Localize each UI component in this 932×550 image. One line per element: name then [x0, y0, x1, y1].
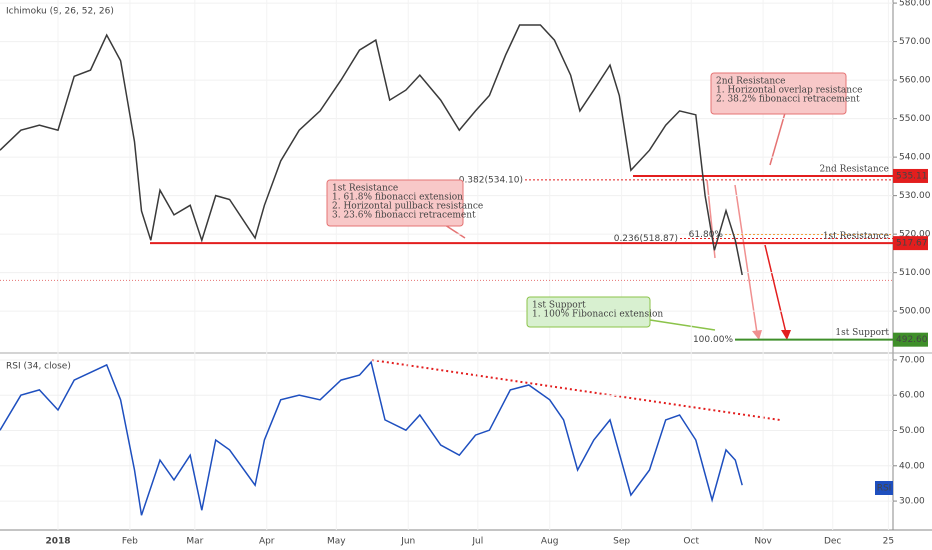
annotation-box [526, 296, 651, 328]
price-tag [893, 236, 928, 251]
x-tick-label: 2018 [45, 537, 70, 547]
annotation-text: 1. Horizontal overlap resistance [716, 86, 862, 96]
x-tick-label: Feb [122, 537, 138, 547]
y-tick-label: 70.00 [899, 355, 925, 365]
y-tick-label: 570.00 [899, 37, 931, 47]
level-name: 1st Support [835, 328, 889, 338]
arrow-head [752, 330, 762, 340]
y-tick-label: 580.00 [899, 0, 931, 9]
annotation-text: 2nd Resistance [716, 77, 786, 87]
y-tick-label: 40.00 [899, 461, 925, 471]
x-tick-label: Dec [824, 537, 841, 547]
annotation-text: 2. Horizontal pullback resistance [332, 202, 483, 212]
annotation-text: 2. 38.2% fibonacci retracement [716, 95, 860, 105]
y-tick-label: 500.00 [899, 307, 931, 317]
price-tag-label: 517.67 [896, 239, 928, 249]
price-tag-label: 535.11 [896, 171, 928, 181]
arrows [444, 112, 791, 340]
x-tick-label: Oct [683, 537, 699, 547]
y-tick-label: 50.00 [899, 426, 925, 436]
callout-line [444, 224, 466, 239]
pane-title: Ichimoku (9, 26, 52, 26) [6, 7, 114, 17]
callout-line [769, 112, 786, 166]
x-tick-label: Mar [186, 537, 203, 547]
arrow [734, 184, 758, 334]
fib-label: 0.236(518.87) [614, 234, 678, 244]
price-tag-label: 492.60 [896, 335, 928, 345]
level-name: 1st Resistance [823, 232, 889, 242]
x-tick-label: Nov [754, 537, 772, 547]
level-name: 2nd Resistance [819, 164, 889, 174]
x-tick-label: Apr [259, 537, 275, 547]
price-tag [893, 332, 928, 347]
y-tick-label: 560.00 [899, 76, 931, 86]
annotation-text: 3. 23.6% fibonacci retracement [332, 211, 476, 221]
pane-title: RSI (34, close) [6, 362, 71, 372]
fib-label: 0.382(534.10) [459, 175, 523, 185]
x-tick-label: Aug [541, 537, 559, 547]
x-tick-label: Sep [613, 537, 630, 547]
y-tick-label: 550.00 [899, 114, 931, 124]
series-tag-label: RSI [877, 484, 892, 494]
annotation-text: 1st Support [532, 301, 586, 311]
x-tick-label: Jun [400, 537, 415, 547]
series-tag [875, 481, 893, 495]
fib-label: 61.80% [689, 230, 724, 240]
price-tag [893, 168, 928, 183]
callout-line [649, 319, 716, 331]
series-line [0, 24, 743, 276]
y-tick-label: 530.00 [899, 191, 931, 201]
annotation-box [326, 179, 464, 227]
fib-label: 100.00% [693, 335, 733, 345]
arrow-head [781, 330, 791, 340]
y-tick-label: 60.00 [899, 391, 925, 401]
x-tick-label: Jul [471, 537, 483, 547]
annotation-text: 1st Resistance [332, 184, 398, 194]
y-tick-label: 540.00 [899, 153, 931, 163]
x-tick-label: May [327, 537, 346, 547]
x-tick-label: 25 [883, 537, 894, 547]
series-line [0, 360, 743, 516]
arrow [764, 244, 787, 334]
annotation-box [710, 72, 847, 115]
annotation-text: 1. 61.8% fibonacci extension [332, 193, 463, 203]
y-tick-label: 520.00 [899, 230, 931, 240]
annotation-text: 1. 100% Fibonacci extension [532, 310, 663, 320]
y-tick-label: 510.00 [899, 268, 931, 278]
y-tick-label: 30.00 [899, 497, 925, 507]
rsi-trendline [371, 359, 781, 421]
